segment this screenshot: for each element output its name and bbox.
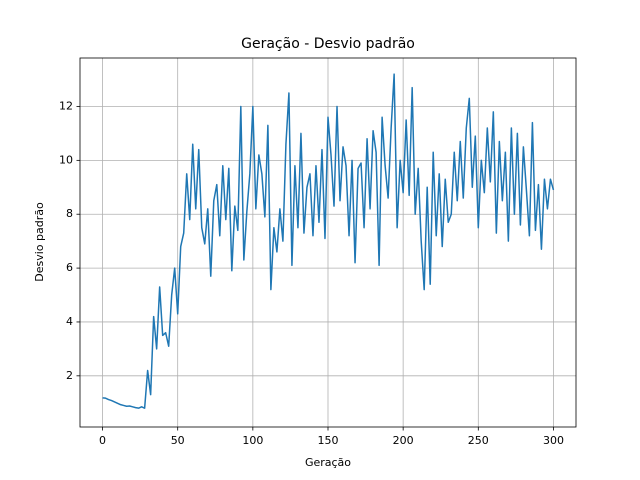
x-axis-label: Geração [305,456,351,469]
x-tick-label: 300 [543,434,564,447]
y-tick-label: 2 [66,369,73,382]
y-tick-label: 4 [66,315,73,328]
x-tick-label: 0 [99,434,106,447]
y-axis-label: Desvio padrão [33,202,46,282]
y-tick-label: 10 [59,153,73,166]
x-tick-label: 250 [468,434,489,447]
x-tick-label: 50 [171,434,185,447]
y-tick-label: 12 [59,99,73,112]
x-tick-label: 100 [242,434,263,447]
chart-title: Geração - Desvio padrão [241,36,415,52]
data-line [102,73,555,409]
plot-frame [79,57,577,428]
x-tick-label: 150 [318,434,339,447]
y-tick-label: 8 [66,207,73,220]
y-tick-label: 6 [66,261,73,274]
x-tick-label: 200 [393,434,414,447]
